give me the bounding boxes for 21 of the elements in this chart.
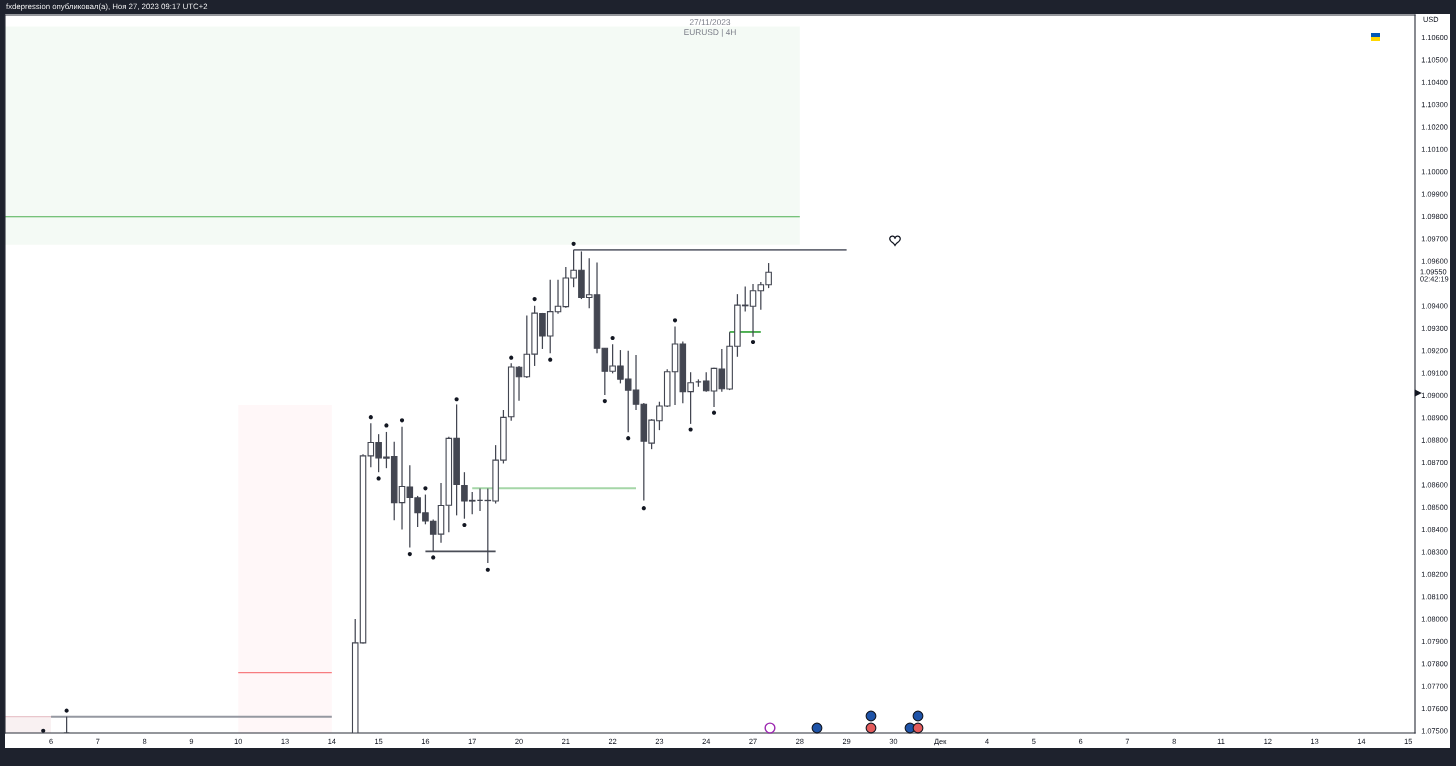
point [423, 486, 428, 491]
point [462, 522, 467, 528]
point [602, 398, 607, 404]
point [672, 318, 678, 323]
point [641, 506, 646, 511]
point [454, 397, 459, 402]
text: EURUSD | 4H [684, 28, 736, 37]
point [41, 728, 46, 733]
point [711, 410, 717, 415]
point [571, 241, 576, 246]
point [532, 296, 537, 302]
chart-title: 27/11/2023 [689, 18, 731, 26]
point [431, 555, 436, 560]
point [485, 567, 490, 572]
point [399, 418, 405, 423]
point [626, 436, 631, 441]
point [368, 415, 373, 420]
point [548, 357, 553, 362]
point [509, 355, 514, 360]
point [407, 551, 412, 557]
point [610, 335, 615, 341]
